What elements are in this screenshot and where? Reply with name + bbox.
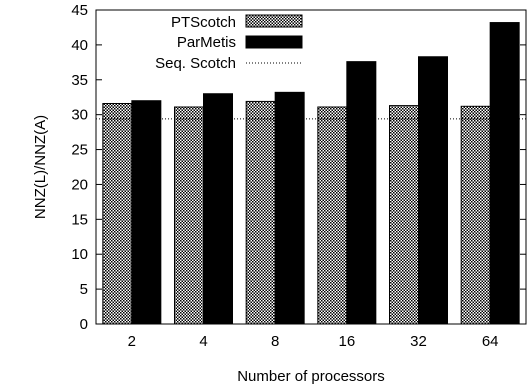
x-ticks: 2 4 8 16 32 64: [128, 318, 499, 350]
legend-label-ptscotch: PTScotch: [171, 14, 236, 31]
y-tick-label-40: 40: [71, 37, 88, 54]
y-tick-label-35: 35: [71, 72, 88, 89]
bar-ptscotch-4: [174, 106, 204, 325]
axes: [95, 9, 527, 325]
bar-ptscotch-32: [389, 105, 419, 325]
x-tick-label-32: 32: [410, 333, 427, 350]
bar-parmetis-4: [203, 93, 233, 325]
x-tick-label-64: 64: [482, 333, 499, 350]
y-tick-label-10: 10: [71, 246, 88, 263]
bar-parmetis-64: [489, 22, 520, 325]
y-ticks: 0 5 10 15 20 25 30 35 40 45: [71, 2, 526, 333]
y-axis-title: NNZ(L)/NNZ(A): [32, 115, 49, 219]
y-tick-label-5: 5: [80, 281, 88, 298]
bar-parmetis-32: [418, 56, 448, 325]
legend-label-parmetis: ParMetis: [177, 34, 236, 51]
y-tick-label-25: 25: [71, 142, 88, 159]
bar-parmetis-2: [131, 100, 162, 325]
y-tick-label-0: 0: [80, 316, 88, 333]
y-tick-label-15: 15: [71, 211, 88, 228]
x-axis-title: Number of processors: [237, 368, 385, 385]
legend: PTScotch ParMetis Seq. Scotch: [117, 13, 307, 72]
legend-swatch-parmetis: [245, 35, 303, 49]
plot-frame: [95, 9, 527, 325]
bar-ptscotch-16: [317, 106, 348, 325]
bar-ptscotch-8: [245, 100, 276, 325]
bar-ptscotch-64: [460, 105, 491, 325]
x-tick-label-4: 4: [199, 333, 207, 350]
bars: [102, 22, 520, 325]
x-tick-label-2: 2: [128, 333, 136, 350]
y-tick-label-30: 30: [71, 107, 88, 124]
y-tick-label-20: 20: [71, 176, 88, 193]
x-tick-label-16: 16: [338, 333, 355, 350]
bar-parmetis-8: [274, 91, 305, 325]
bar-parmetis-16: [346, 61, 377, 325]
bar-ptscotch-2: [102, 103, 133, 325]
y-tick-label-45: 45: [71, 2, 88, 19]
x-tick-label-8: 8: [271, 333, 279, 350]
legend-swatch-ptscotch: [245, 14, 303, 28]
legend-label-seq-scotch: Seq. Scotch: [155, 55, 236, 72]
